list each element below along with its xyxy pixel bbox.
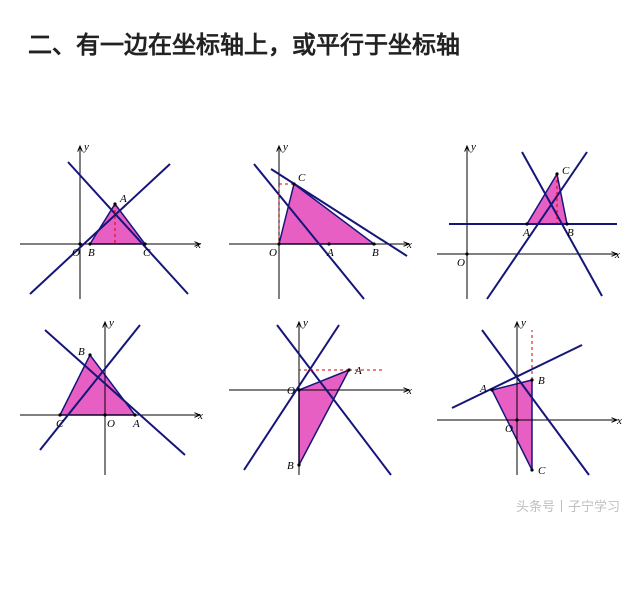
svg-text:A: A bbox=[479, 383, 487, 395]
svg-text:B: B bbox=[567, 227, 574, 239]
chart-5: x y O A B bbox=[219, 310, 419, 480]
svg-text:x: x bbox=[195, 239, 201, 251]
svg-text:O: O bbox=[107, 418, 115, 430]
svg-text:B: B bbox=[538, 375, 545, 387]
svg-text:x: x bbox=[197, 410, 203, 422]
svg-text:y: y bbox=[83, 141, 89, 153]
svg-text:x: x bbox=[406, 239, 412, 251]
svg-text:C: C bbox=[143, 247, 151, 259]
svg-text:B: B bbox=[287, 460, 294, 472]
svg-text:O: O bbox=[505, 423, 513, 435]
svg-text:C: C bbox=[538, 465, 546, 477]
svg-text:y: y bbox=[282, 141, 288, 153]
chart-1: x y OB C A bbox=[10, 134, 210, 304]
chart-3: x y O A B C bbox=[427, 134, 627, 304]
chart-2: x y O A B C bbox=[219, 134, 419, 304]
svg-text:A: A bbox=[354, 365, 362, 377]
svg-text:O: O bbox=[72, 247, 80, 259]
svg-text:A: A bbox=[522, 227, 530, 239]
svg-text:x: x bbox=[406, 385, 412, 397]
svg-text:B: B bbox=[78, 346, 85, 358]
svg-text:y: y bbox=[520, 317, 526, 329]
svg-text:O: O bbox=[287, 385, 295, 397]
svg-text:A: A bbox=[132, 418, 140, 430]
svg-text:A: A bbox=[119, 193, 127, 205]
svg-text:y: y bbox=[108, 317, 114, 329]
svg-text:B: B bbox=[88, 247, 95, 259]
svg-text:A: A bbox=[326, 247, 334, 259]
svg-text:y: y bbox=[470, 141, 476, 153]
svg-text:x: x bbox=[614, 249, 620, 261]
svg-text:C: C bbox=[56, 418, 64, 430]
svg-text:y: y bbox=[302, 317, 308, 329]
svg-text:O: O bbox=[457, 257, 465, 269]
chart-grid: xyOBCA xyOABC xyOABC xyOCAB xyOAB xyOABC bbox=[0, 74, 640, 490]
footer-attribution: 头条号丨子宁学习 bbox=[0, 490, 640, 531]
svg-text:C: C bbox=[562, 165, 570, 177]
svg-text:C: C bbox=[298, 172, 306, 184]
chart-4: x y O C A B bbox=[10, 310, 210, 480]
chart-6: x y O A B C bbox=[427, 310, 627, 480]
svg-text:x: x bbox=[616, 415, 622, 427]
svg-text:B: B bbox=[372, 247, 379, 259]
page-title: 二、有一边在坐标轴上，或平行于坐标轴 bbox=[0, 0, 640, 74]
svg-text:O: O bbox=[269, 247, 277, 259]
